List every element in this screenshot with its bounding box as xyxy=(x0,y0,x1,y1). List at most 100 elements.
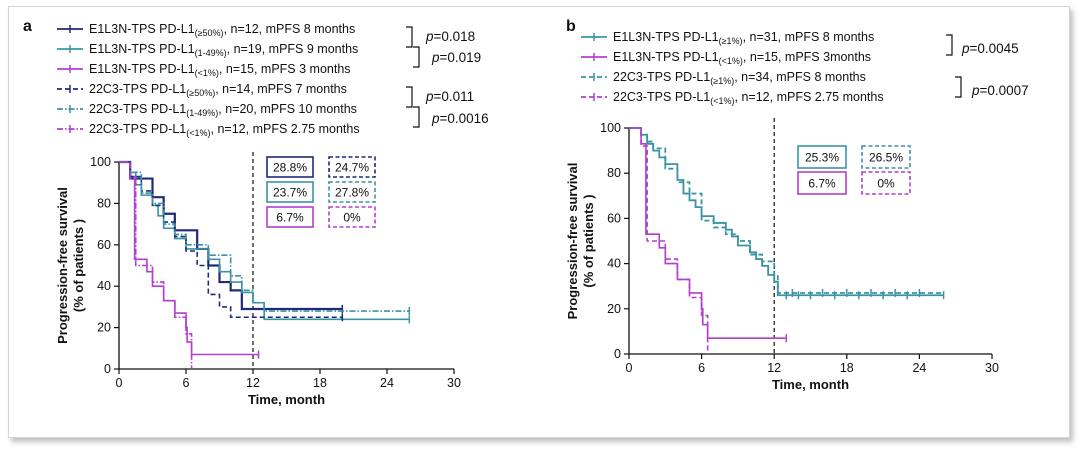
x-tick-label: 18 xyxy=(840,361,854,375)
pvalue-p-symbol: p xyxy=(425,29,434,44)
x-tick-label: 0 xyxy=(626,361,633,375)
legend-entry-name: 22C3-TPS PD-L1 xyxy=(89,122,186,136)
pvalue-p-symbol: p xyxy=(971,83,980,98)
legend-entry-subscript: (≥1%) xyxy=(719,36,743,46)
legend-entry-subscript: (<1%) xyxy=(186,128,210,138)
x-tick-label: 12 xyxy=(246,376,260,390)
pvalue-value: =0.0045 xyxy=(970,41,1019,56)
survival-curve xyxy=(119,160,343,311)
y-tick-label: 100 xyxy=(90,155,111,169)
legend-entry-subscript: (<1%) xyxy=(719,56,743,66)
legend-entry-subscript: (≥50%) xyxy=(186,88,215,98)
survival-curve xyxy=(119,161,259,356)
legend-entry-name: E1L3N-TPS PD-L1 xyxy=(89,62,195,76)
axes: 0 6 12 18 24 30 0 20 40 60 80 100 Time, month Progres… xyxy=(55,155,461,407)
pvalue-bracket xyxy=(406,86,413,108)
percent-box xyxy=(328,156,376,178)
y-tick-label: 60 xyxy=(607,211,621,225)
pvalue-label: p=0.011 xyxy=(425,89,474,104)
figure-frame: a b E1L3N-TPS PD-L1(≥50%), n=12, mPFS 8 … xyxy=(8,6,1070,438)
legend-entry: 22C3-TPS PD-L1(≥50%), n=14, mPFS 7 month… xyxy=(89,82,347,98)
legend-entry-name: 22C3-TPS PD-L1 xyxy=(613,70,710,84)
survival-curve xyxy=(629,127,944,297)
y-axis-label-units: (% of patients ) xyxy=(581,194,596,287)
legend-entry-subscript: (≥50%) xyxy=(195,28,224,38)
x-axis-label: Time, month xyxy=(772,377,849,392)
legend-entry-stats: , n=19, mPFS 9 months xyxy=(227,42,359,56)
pvalue-bracket xyxy=(406,26,413,48)
percent-box-label: 27.8% xyxy=(335,186,369,200)
legend-entry-name: E1L3N-TPS PD-L1 xyxy=(613,50,719,64)
pvalue-value: =0.0016 xyxy=(440,111,489,126)
pvalue-label: p=0.019 xyxy=(431,50,481,65)
survival-curve xyxy=(629,127,944,294)
legend-entry-stats: , n=34, mPFS 8 months xyxy=(734,70,866,84)
percent-box-label: 24.7% xyxy=(335,161,369,175)
x-tick-label: 30 xyxy=(447,376,461,390)
legend-entry-name: E1L3N-TPS PD-L1 xyxy=(613,30,719,44)
percent-box xyxy=(861,145,911,169)
legend-entry-subscript: (<1%) xyxy=(710,96,734,106)
legend-entry-name: 22C3-TPS PD-L1 xyxy=(89,102,186,116)
legend-entry-subscript: (1-49%) xyxy=(195,48,227,58)
x-tick-label: 24 xyxy=(912,361,926,375)
x-tick-label: 24 xyxy=(380,376,394,390)
survival-curve xyxy=(119,161,410,312)
y-tick-label: 0 xyxy=(614,347,621,361)
y-tick-label: 40 xyxy=(97,279,111,293)
percent-box xyxy=(328,181,376,203)
y-tick-label: 40 xyxy=(607,257,621,271)
percent-box-label: 28.8% xyxy=(273,161,307,175)
survival-curve xyxy=(119,161,410,321)
x-tick-label: 6 xyxy=(183,376,190,390)
y-tick-label: 100 xyxy=(600,121,621,135)
y-tick-label: 0 xyxy=(104,362,111,376)
pvalue-label: p=0.018 xyxy=(425,29,475,44)
percent-box xyxy=(266,181,314,203)
pvalue-bracket xyxy=(413,46,420,68)
legend-entry-stats: , n=12, mPFS 8 months xyxy=(224,22,356,36)
y-tick-label: 60 xyxy=(97,238,111,252)
y-axis-label: Progression-free survival xyxy=(55,187,70,344)
pvalue-value: =0.0007 xyxy=(980,83,1029,98)
legend-entry: E1L3N-TPS PD-L1(≥1%), n=31, mPFS 8 month… xyxy=(613,30,874,46)
panel-b: E1L3N-TPS PD-L1(≥1%), n=31, mPFS 8 month… xyxy=(565,30,1029,392)
pvalue-bracket xyxy=(413,106,420,128)
legend-entry-stats: , n=31, mPFS 8 months xyxy=(743,30,875,44)
x-tick-label: 0 xyxy=(116,376,123,390)
pvalue-label: p=0.0007 xyxy=(971,83,1029,98)
pvalue-value: =0.019 xyxy=(440,50,482,65)
percent-box xyxy=(328,206,376,228)
pvalue-p-symbol: p xyxy=(961,41,970,56)
legend-entry-name: E1L3N-TPS PD-L1 xyxy=(89,22,195,36)
legend-entry: E1L3N-TPS PD-L1(<1%), n=15, mPFS 3 month… xyxy=(89,62,351,78)
pvalue-p-symbol: p xyxy=(425,89,434,104)
legend-entry-subscript: (<1%) xyxy=(195,68,219,78)
panel-label-b: b xyxy=(566,18,576,35)
y-tick-label: 20 xyxy=(607,302,621,316)
panel-label-a: a xyxy=(23,18,32,35)
pvalue-label: p=0.0016 xyxy=(431,111,489,126)
percent-box xyxy=(266,156,314,178)
y-tick-label: 80 xyxy=(97,196,111,210)
legend-entry-name: 22C3-TPS PD-L1 xyxy=(89,82,186,96)
legend-entry: 22C3-TPS PD-L1(<1%), n=12, mPFS 2.75 mon… xyxy=(613,90,884,106)
x-tick-label: 6 xyxy=(698,361,705,375)
pvalue-p-symbol: p xyxy=(431,50,440,65)
pvalue-bracket xyxy=(955,76,962,98)
legend-entry-stats: , n=14, mPFS 7 months xyxy=(215,82,347,96)
percent-box-label: 6.7% xyxy=(276,211,304,225)
percent-box xyxy=(861,171,911,195)
percent-box-label: 0% xyxy=(343,211,361,225)
pvalue-value: =0.011 xyxy=(434,89,475,104)
legend-entry: 22C3-TPS PD-L1(≥1%), n=34, mPFS 8 months xyxy=(613,70,866,86)
survival-curve xyxy=(119,161,193,369)
axes: 0 6 12 18 24 30 0 20 40 60 80 100 Time, month Progres… xyxy=(565,121,999,392)
legend-entry: E1L3N-TPS PD-L1(≥50%), n=12, mPFS 8 mont… xyxy=(89,22,355,38)
y-tick-label: 20 xyxy=(97,321,111,335)
km-figure: a b E1L3N-TPS PD-L1(≥50%), n=12, mPFS 8 … xyxy=(23,18,1029,407)
percent-box xyxy=(797,171,847,195)
legend-entry-name: 22C3-TPS PD-L1 xyxy=(613,90,710,104)
survival-curve xyxy=(629,127,787,339)
legend-entry: E1L3N-TPS PD-L1(<1%), n=15, mPFS 3months xyxy=(613,50,871,66)
